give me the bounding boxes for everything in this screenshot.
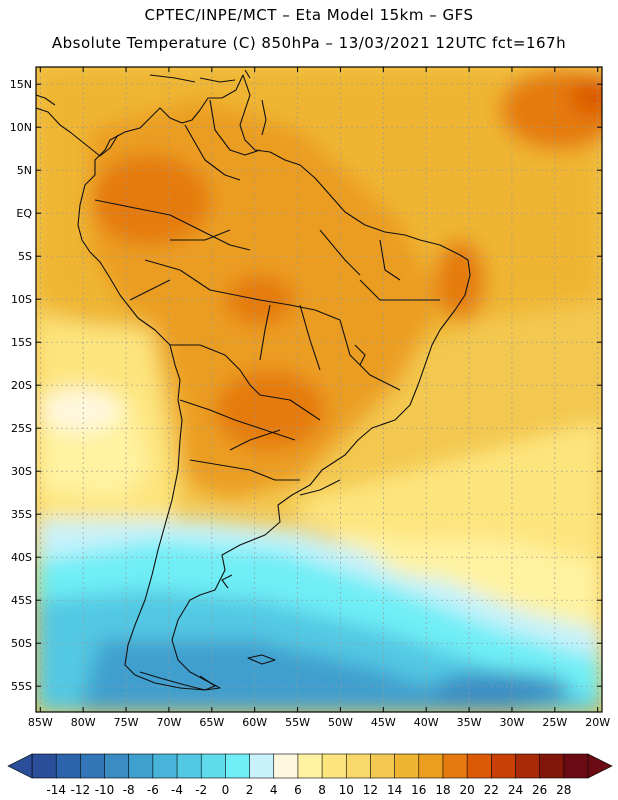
colorbar-label: 2: [246, 783, 254, 797]
colorbar-label: 24: [508, 783, 523, 797]
colorbar-label: -8: [123, 783, 135, 797]
lat-tick-label: 15N: [10, 78, 32, 91]
lat-tick-label: 5N: [17, 164, 32, 177]
colorbar-swatch: [370, 753, 396, 779]
lon-tick-label: 70W: [156, 716, 181, 729]
colorbar-low-arrow: [7, 753, 33, 779]
colorbar-swatch: [563, 753, 589, 779]
lon-tick-label: 35W: [457, 716, 482, 729]
map-frame: [35, 66, 603, 713]
colorbar-swatch: [225, 753, 251, 779]
colorbar-swatch: [297, 753, 323, 779]
colorbar-label: 4: [270, 783, 278, 797]
colorbar-label: 14: [387, 783, 402, 797]
colorbar-swatch: [273, 753, 299, 779]
lon-tick-label: 65W: [199, 716, 224, 729]
map-axes: 15N 10N 5N EQ 5S 10S 15S 20S 25S 30S 35S 40S 45S 50S 5…: [10, 67, 610, 729]
colorbar-swatch: [442, 753, 468, 779]
colorbar-label: 28: [556, 783, 571, 797]
colorbar-label: 8: [318, 783, 326, 797]
lat-tick-label: 30S: [11, 465, 32, 478]
colorbar-label: 0: [222, 783, 230, 797]
colorbar-swatch: [31, 753, 57, 779]
lon-tick-label: 55W: [285, 716, 310, 729]
lon-tick-label: 50W: [328, 716, 353, 729]
colorbar-label: 22: [484, 783, 499, 797]
colorbar-label: -12: [71, 783, 91, 797]
colorbar-swatch: [394, 753, 420, 779]
colorbar-label: -14: [46, 783, 66, 797]
colorbar-label: -2: [195, 783, 207, 797]
lat-tick-label: 40S: [11, 551, 32, 564]
temperature-field: [36, 67, 602, 712]
lat-tick-label: 45S: [11, 594, 32, 607]
lat-tick-label: 10S: [11, 293, 32, 306]
colorbar-label: 26: [532, 783, 547, 797]
lon-tick-label: 40W: [414, 716, 439, 729]
lon-tick-label: 60W: [242, 716, 267, 729]
colorbar-label: -6: [147, 783, 159, 797]
colorbar: -14 -12 -10 -8 -6 -4 -2 0 2 4 6 8 10 12 14 16 18 20 22 24 26…: [7, 753, 613, 797]
lat-tick-label: 15S: [11, 336, 32, 349]
colorbar-label: 20: [459, 783, 474, 797]
lat-tick-label: 25S: [11, 422, 32, 435]
colorbar-label: 12: [363, 783, 378, 797]
lon-tick-label: 30W: [500, 716, 525, 729]
colorbar-label: 18: [435, 783, 450, 797]
colorbar-swatch: [152, 753, 178, 779]
colorbar-swatch: [249, 753, 275, 779]
colorbar-label: 16: [411, 783, 426, 797]
colorbar-swatch: [128, 753, 154, 779]
lat-tick-label: EQ: [16, 207, 32, 220]
colorbar-label: 10: [339, 783, 354, 797]
colorbar-label: -4: [171, 783, 183, 797]
colorbar-swatch: [55, 753, 81, 779]
lon-tick-label: 80W: [71, 716, 96, 729]
colorbar-swatch: [491, 753, 517, 779]
colorbar-swatch: [418, 753, 444, 779]
colorbar-swatch: [80, 753, 106, 779]
colorbar-swatch: [200, 753, 226, 779]
lat-tick-label: 10N: [10, 121, 32, 134]
lon-tick-label: 85W: [28, 716, 53, 729]
coastlines: [36, 69, 471, 691]
lat-tick-label: 50S: [11, 637, 32, 650]
colorbar-swatch: [176, 753, 202, 779]
lat-tick-label: 35S: [11, 508, 32, 521]
lon-tick-label: 75W: [114, 716, 139, 729]
map-title: CPTEC/INPE/MCT – Eta Model 15km – GFS: [144, 6, 474, 24]
colorbar-high-arrow: [587, 753, 613, 779]
lon-tick-label: 25W: [542, 716, 567, 729]
map-subtitle: Absolute Temperature (C) 850hPa – 13/03/…: [51, 34, 567, 52]
lat-lon-grid: [36, 67, 602, 712]
colorbar-swatch: [321, 753, 347, 779]
colorbar-swatch: [515, 753, 541, 779]
colorbar-label: -10: [95, 783, 115, 797]
lat-tick-label: 55S: [11, 680, 32, 693]
colorbar-swatch: [539, 753, 565, 779]
lon-tick-label: 45W: [371, 716, 396, 729]
lat-tick-label: 5S: [18, 250, 32, 263]
colorbar-label: 6: [294, 783, 302, 797]
colorbar-swatch: [466, 753, 492, 779]
colorbar-swatch: [104, 753, 130, 779]
lon-tick-label: 20W: [585, 716, 610, 729]
colorbar-swatch: [345, 753, 372, 779]
lat-tick-label: 20S: [11, 379, 32, 392]
